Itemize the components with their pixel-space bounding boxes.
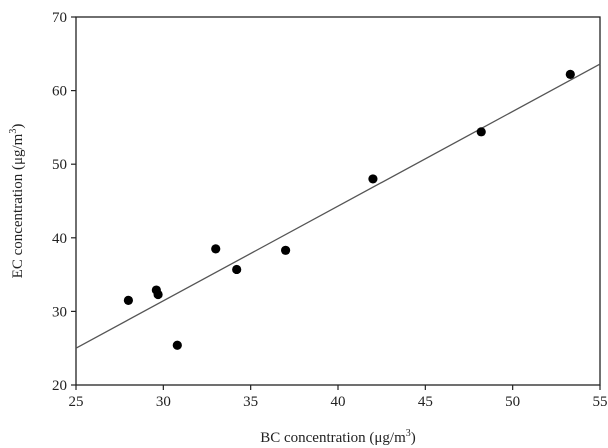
data-point (123, 295, 133, 305)
plot-area-frame (75, 16, 601, 386)
x-tick-label: 55 (593, 394, 608, 410)
y-axis-title-close: ) (10, 124, 26, 129)
y-axis-title-text: EC concentration (μg/m (10, 133, 26, 278)
data-point (211, 244, 221, 254)
regression-line (75, 63, 601, 349)
x-axis-title-sup: 3 (406, 428, 411, 439)
y-tick-label: 50 (52, 157, 67, 173)
y-tick-label: 60 (52, 84, 67, 100)
data-point (153, 289, 163, 300)
x-tick-label: 50 (505, 394, 520, 410)
y-tick-label: 20 (52, 378, 67, 394)
x-tick-label: 40 (331, 394, 346, 410)
y-axis: 20 30 40 50 60 70 (52, 10, 76, 394)
y-axis-title: EC concentration (μg/m3) (8, 124, 26, 279)
x-axis-title-close: ) (411, 430, 416, 446)
data-points (123, 69, 575, 350)
x-tick-label: 45 (418, 394, 433, 410)
y-tick-label: 40 (52, 231, 67, 247)
x-axis-title-text: BC concentration (μg/m (260, 430, 406, 446)
y-axis-title-sup: 3 (8, 129, 19, 134)
data-point (232, 264, 242, 275)
data-point (565, 69, 575, 80)
data-point (476, 127, 486, 137)
data-point (368, 174, 378, 184)
x-axis-title: BC concentration (μg/m3) (260, 428, 416, 446)
x-tick-label: 30 (156, 394, 171, 410)
x-tick-label: 25 (69, 394, 84, 410)
x-axis: 25 30 35 40 45 50 55 (69, 385, 608, 410)
x-tick-label: 35 (243, 394, 258, 410)
y-tick-label: 70 (52, 10, 67, 26)
y-tick-label: 30 (52, 304, 67, 320)
data-point (172, 340, 182, 350)
data-point (281, 245, 291, 255)
